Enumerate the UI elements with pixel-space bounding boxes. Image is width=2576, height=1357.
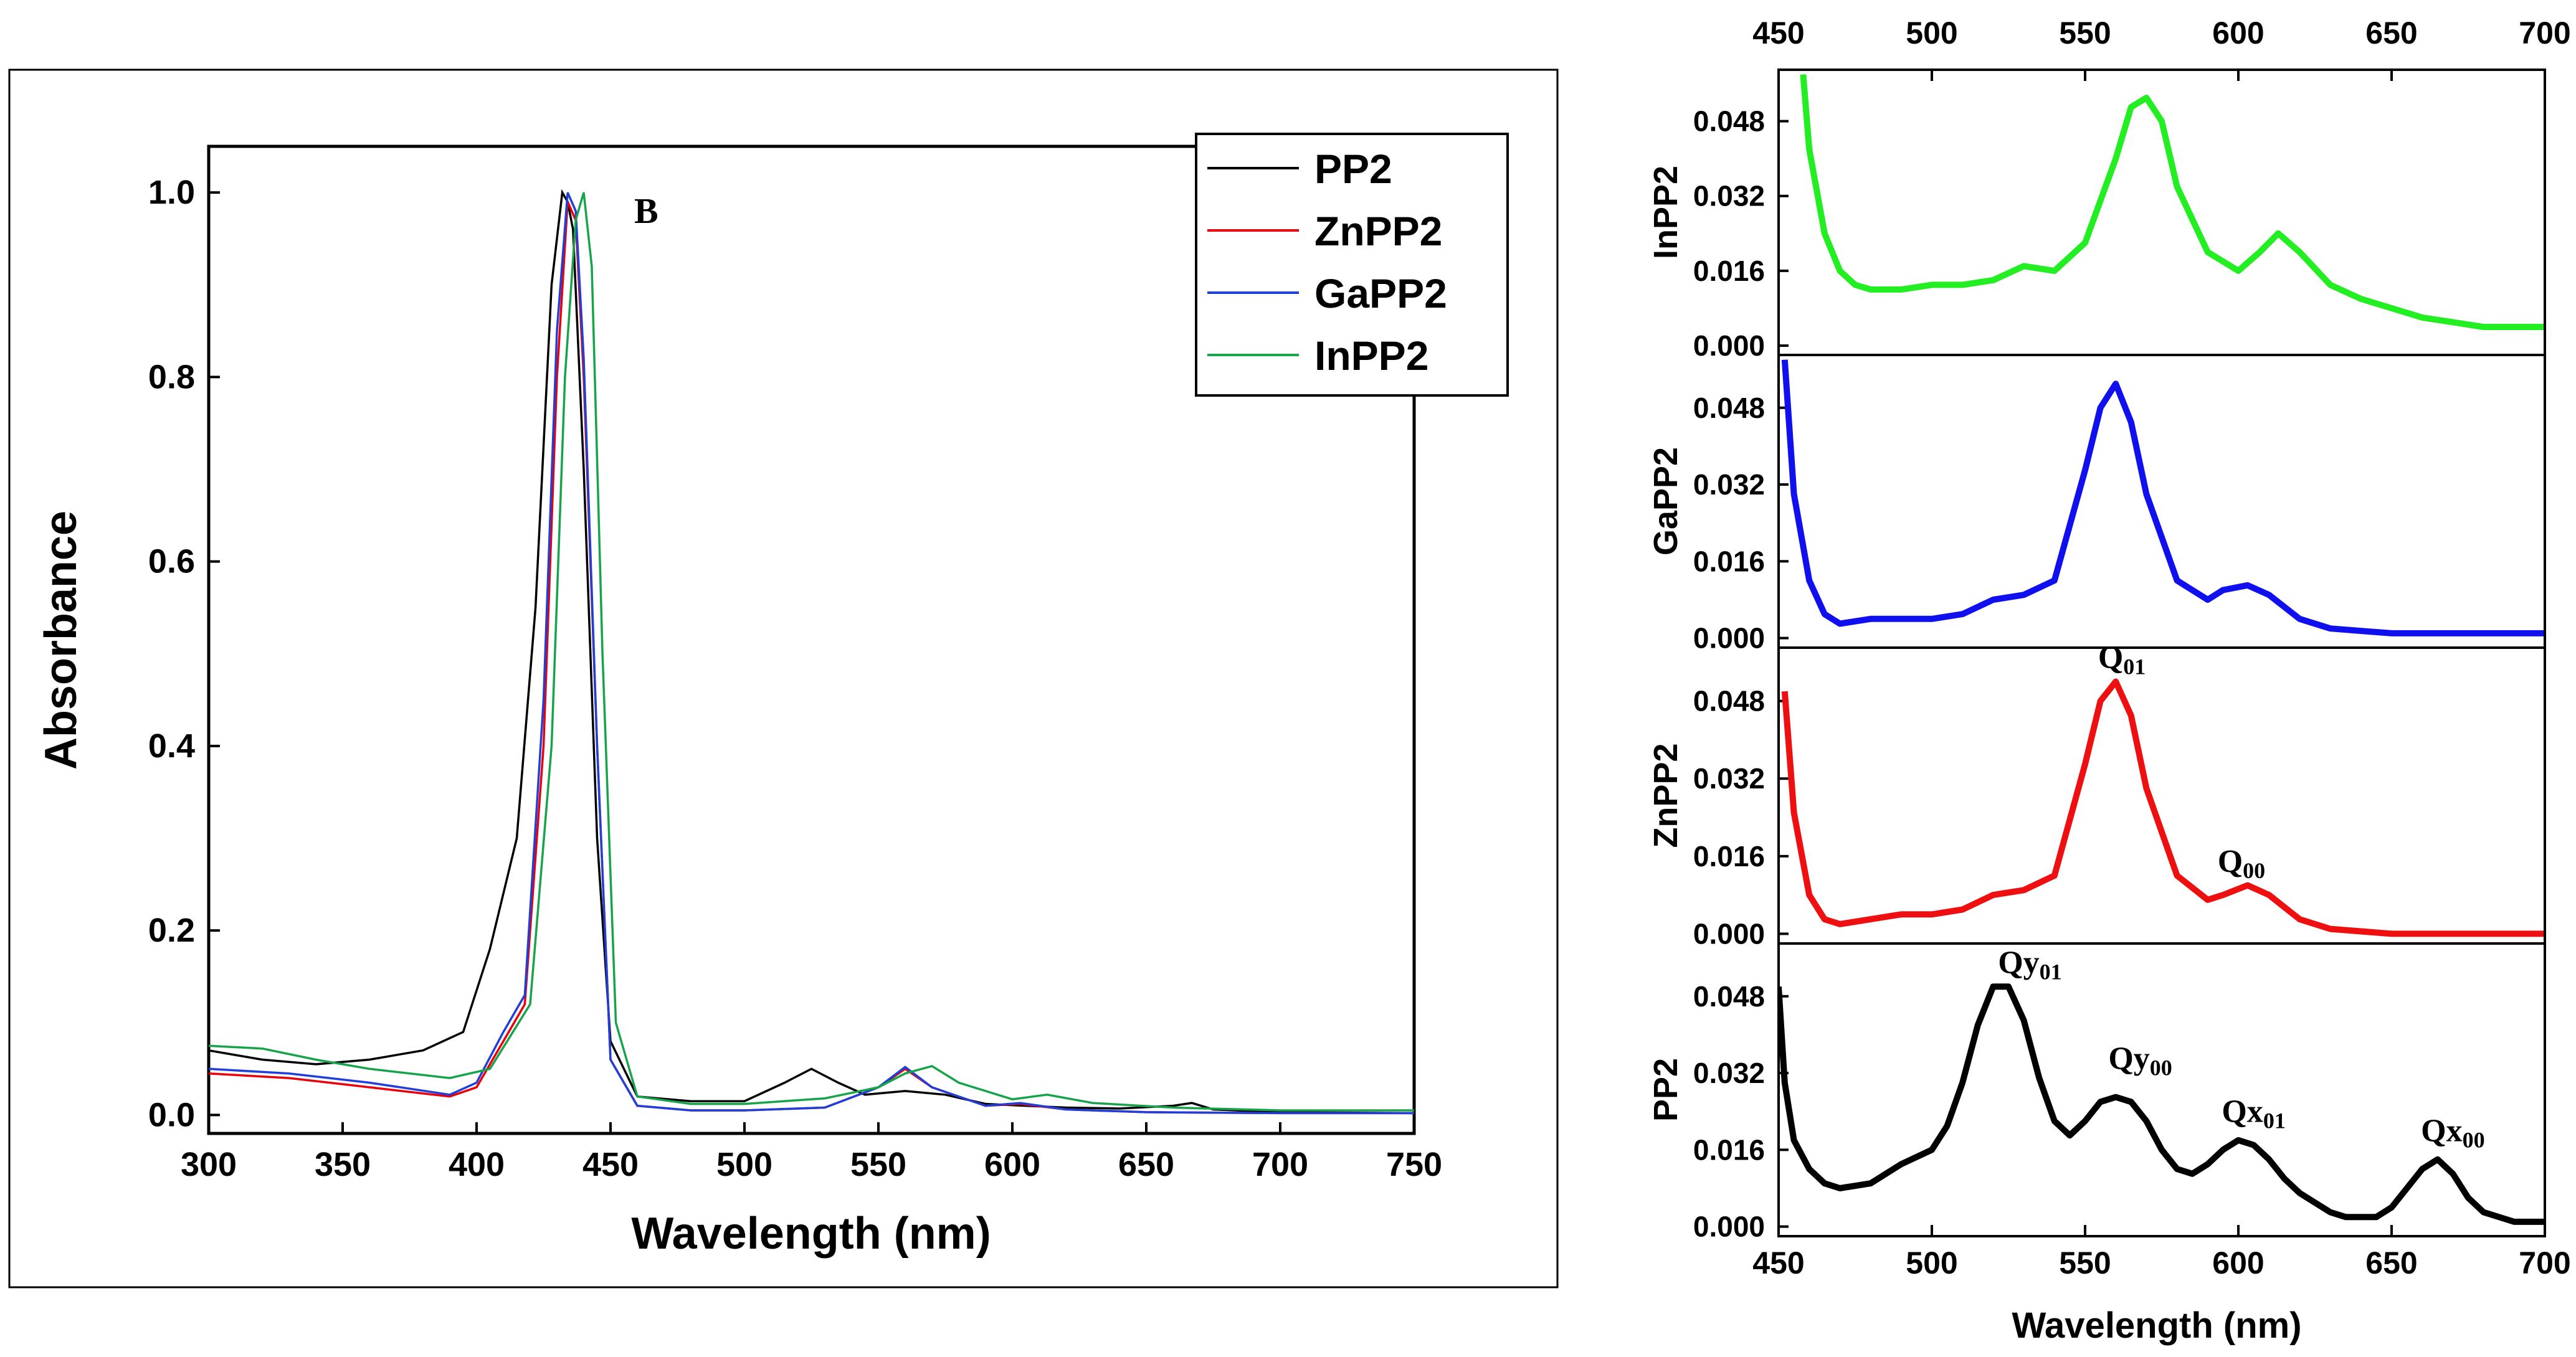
right-y-tick-label: 0.048 xyxy=(1693,105,1765,138)
left-plot-area xyxy=(207,144,1416,1135)
left-x-tick-label: 500 xyxy=(716,1146,772,1183)
panel-y-label: ZnPP2 xyxy=(1647,743,1685,848)
panel-line-pp2 xyxy=(1779,983,2545,1225)
series-line-inpp2 xyxy=(208,192,1414,1112)
right-x-axis-label: Wavelength (nm) xyxy=(2012,1305,2301,1346)
right-y-tick-label: 0.000 xyxy=(1693,1211,1765,1243)
left-y-tick-label: 0.8 xyxy=(148,358,195,395)
left-x-axis-ticks: 300 350 400 450 500 550 600 650 700 750 xyxy=(181,1122,1442,1183)
left-y-axis-ticks: 0.0 0.2 0.4 0.6 0.8 1.0 xyxy=(148,174,220,1133)
right-y-tick-label: 0.000 xyxy=(1693,917,1765,950)
left-y-tick-label: 0.6 xyxy=(148,543,195,580)
left-y-tick-label: 1.0 xyxy=(148,174,195,211)
right-top-x-tick-label: 500 xyxy=(1906,16,1957,50)
left-x-tick-label: 650 xyxy=(1118,1146,1174,1183)
right-y-tick-label: 0.000 xyxy=(1693,622,1765,655)
right-y-tick-label: 0.016 xyxy=(1693,840,1765,872)
left-x-tick-label: 750 xyxy=(1386,1146,1442,1183)
right-panel-stack: 0.0000.0160.0320.048InPP20.0000.0160.032… xyxy=(1647,69,2546,1243)
right-y-tick-label: 0.048 xyxy=(1693,685,1765,717)
left-x-axis-label: Wavelength (nm) xyxy=(631,1209,991,1259)
panel-line-gapp2 xyxy=(1781,359,2545,636)
right-y-tick-label: 0.016 xyxy=(1693,1133,1765,1166)
q-band-label: Qy00 xyxy=(2108,1041,2172,1080)
q-band-label: Qy01 xyxy=(1998,945,2061,985)
right-y-tick-label: 0.048 xyxy=(1693,392,1765,424)
panel-frame xyxy=(1777,942,2546,1237)
right-bottom-x-tick-label: 650 xyxy=(2365,1246,2417,1280)
left-x-tick-label: 450 xyxy=(582,1146,639,1183)
right-y-tick-label: 0.048 xyxy=(1693,980,1765,1013)
left-y-tick-label: 0.2 xyxy=(148,912,195,949)
panel-y-label: PP2 xyxy=(1647,1058,1685,1122)
panel-label-b: B xyxy=(634,191,658,231)
right-bottom-x-tick-label: 450 xyxy=(1752,1246,1804,1280)
right-y-tick-label: 0.032 xyxy=(1693,762,1765,795)
right-y-tick-label: 0.016 xyxy=(1693,545,1765,577)
q-band-label: Qx00 xyxy=(2421,1113,2484,1152)
right-bottom-x-tick-label: 700 xyxy=(2519,1246,2570,1280)
panel-y-label: InPP2 xyxy=(1647,166,1685,259)
left-x-tick-label: 600 xyxy=(984,1146,1040,1183)
right-top-x-tick-label: 450 xyxy=(1752,16,1804,50)
right-y-tick-label: 0.032 xyxy=(1693,180,1765,212)
panel-line-inpp2 xyxy=(1800,74,2545,330)
q-band-label: Qx01 xyxy=(2222,1094,2285,1133)
right-q-band-panels: 450 500 550 600 650 700 450 500 550 600 650 700 0.… xyxy=(1647,16,2571,1346)
right-y-tick-label: 0.016 xyxy=(1693,255,1765,287)
left-x-tick-label: 350 xyxy=(315,1146,371,1183)
right-bottom-x-tick-label: 500 xyxy=(1906,1246,1957,1280)
panel-y-label: GaPP2 xyxy=(1647,447,1685,556)
panel-line-znpp2 xyxy=(1781,678,2545,937)
right-y-tick-label: 0.032 xyxy=(1693,1057,1765,1089)
right-y-tick-label: 0.032 xyxy=(1693,468,1765,501)
legend-label-pp2: PP2 xyxy=(1314,146,1392,192)
left-x-tick-label: 300 xyxy=(181,1146,237,1183)
right-top-x-tick-label: 700 xyxy=(2519,16,2570,50)
series-line-pp2 xyxy=(208,189,1415,1115)
panel-pp2: 0.000 0.016 0.032 0.048 PP2 xyxy=(1647,942,2546,1243)
right-bottom-x-tick-label: 550 xyxy=(2059,1246,2111,1280)
left-x-tick-label: 550 xyxy=(850,1146,906,1183)
q-band-label: Q01 xyxy=(2098,640,2146,679)
left-x-tick-label: 400 xyxy=(449,1146,505,1183)
right-bottom-x-tick-label: 600 xyxy=(2212,1246,2264,1280)
right-top-x-axis-ticks: 450 500 550 600 650 700 xyxy=(1752,16,2571,81)
left-legend: PP2 ZnPP2 GaPP2 InPP2 xyxy=(1195,133,1509,397)
right-bottom-x-axis-ticks: 450 500 550 600 650 700 xyxy=(1752,1225,2571,1280)
right-top-x-tick-label: 650 xyxy=(2365,16,2417,50)
q-band-label: Q00 xyxy=(2218,844,2265,883)
right-y-tick-label: 0.000 xyxy=(1693,329,1765,362)
legend-label-znpp2: ZnPP2 xyxy=(1314,208,1442,254)
left-y-tick-label: 0.4 xyxy=(148,727,195,765)
left-series-lines xyxy=(208,189,1415,1115)
right-top-x-tick-label: 550 xyxy=(2059,16,2111,50)
legend-label-inpp2: InPP2 xyxy=(1314,333,1428,379)
legend-label-gapp2: GaPP2 xyxy=(1314,270,1447,316)
right-top-x-tick-label: 600 xyxy=(2212,16,2264,50)
left-y-tick-label: 0.0 xyxy=(148,1096,195,1133)
left-x-tick-label: 700 xyxy=(1252,1146,1308,1183)
left-chart-frame xyxy=(8,69,1559,1288)
left-y-axis-label: Absorbance xyxy=(36,511,86,770)
legend-box xyxy=(1195,133,1509,397)
series-line-gapp2 xyxy=(208,192,1414,1115)
left-absorbance-chart: 0.0 0.2 0.4 0.6 0.8 1.0 300 350 400 450 500 550 600… xyxy=(8,69,1559,1288)
